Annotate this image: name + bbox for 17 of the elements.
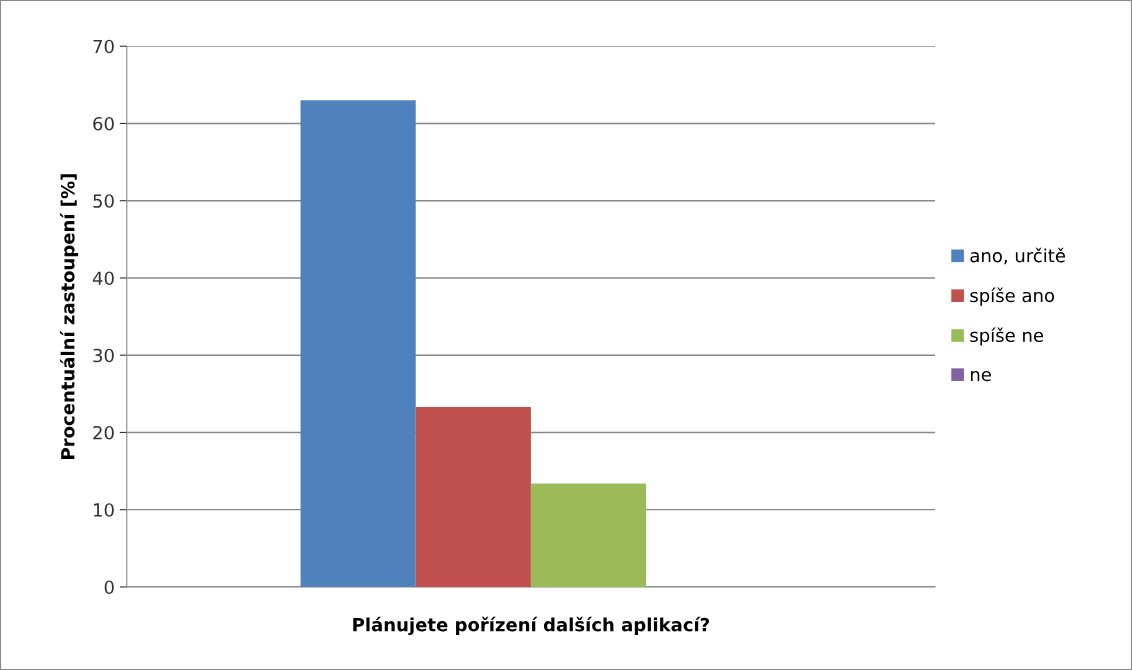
y-tick-label: 10 (93, 503, 114, 517)
y-tick-label: 0 (104, 580, 114, 595)
x-axis-title: Plánujete pořízení dalších aplikací? (353, 616, 709, 636)
y-tick-label: 20 (93, 425, 114, 440)
y-tick-label: 40 (92, 271, 114, 286)
bar (300, 100, 416, 587)
y-axis-title: Procentuální zastoupení [%] (59, 174, 79, 459)
bar (530, 483, 647, 587)
legend-label: spíše ano (970, 287, 1055, 306)
y-tick-label: 60 (93, 116, 114, 131)
bar (415, 406, 531, 587)
y-tick-label: 70 (93, 39, 114, 54)
legend-label: ano, určitě (970, 247, 1065, 265)
y-tick-label: 50 (93, 194, 114, 208)
y-tick-label: 30 (93, 348, 114, 363)
legend-label: spíše ne (970, 327, 1044, 346)
legend-label: ne (970, 370, 991, 382)
